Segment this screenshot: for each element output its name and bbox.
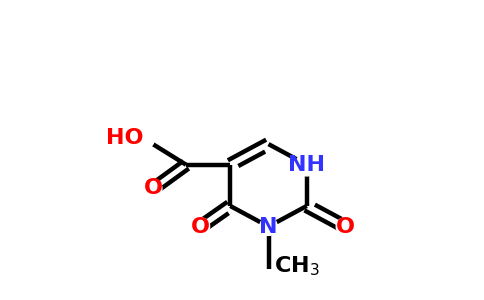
- Circle shape: [192, 218, 210, 236]
- Circle shape: [336, 218, 354, 236]
- Circle shape: [296, 154, 318, 176]
- Circle shape: [260, 218, 277, 236]
- Text: N: N: [259, 217, 278, 237]
- Text: NH: NH: [288, 155, 325, 175]
- Circle shape: [145, 180, 162, 196]
- Text: CH$_3$: CH$_3$: [274, 254, 320, 278]
- Text: O: O: [144, 178, 163, 198]
- Text: O: O: [191, 217, 210, 237]
- Circle shape: [132, 127, 154, 149]
- Text: O: O: [335, 217, 355, 237]
- Text: HO: HO: [106, 128, 143, 148]
